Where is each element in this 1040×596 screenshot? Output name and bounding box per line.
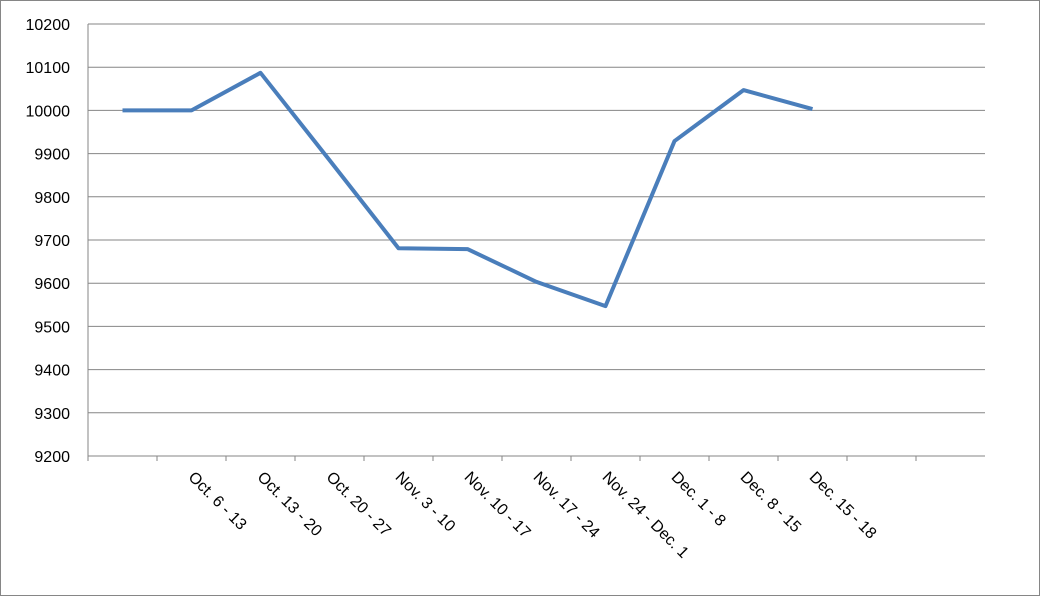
y-tick-label: 10000 [26,103,71,120]
y-tick-label: 9500 [34,319,70,336]
y-tick-label: 9600 [34,276,70,293]
y-tick-label: 9200 [34,449,70,466]
y-tick-label: 9300 [34,406,70,423]
y-tick-label: 9900 [34,147,70,164]
y-tick-label: 10100 [26,60,71,77]
y-tick-label: 9400 [34,363,70,380]
y-tick-label: 9700 [34,233,70,250]
line-series [122,70,814,309]
y-tick-label: 9800 [34,190,70,207]
y-tick-label: 10200 [26,17,71,34]
